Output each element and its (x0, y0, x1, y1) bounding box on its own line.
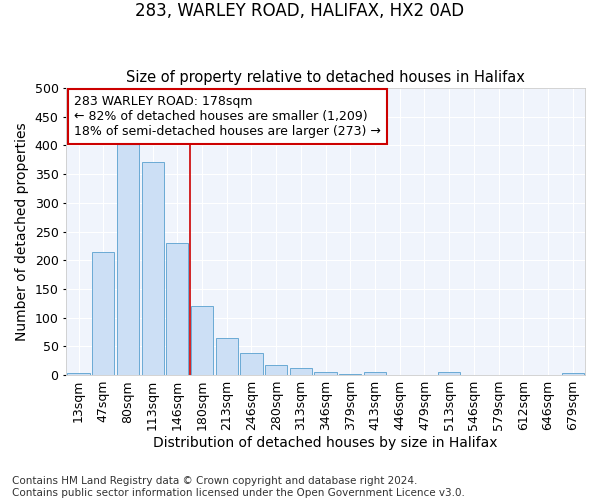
Text: Contains HM Land Registry data © Crown copyright and database right 2024.
Contai: Contains HM Land Registry data © Crown c… (12, 476, 465, 498)
Bar (339, 374, 361, 375)
Bar (413, 374, 436, 375)
Bar (117, 142, 139, 375)
X-axis label: Distribution of detached houses by size in Halifax: Distribution of detached houses by size … (154, 436, 498, 450)
Text: 283, WARLEY ROAD, HALIFAX, HX2 0AD: 283, WARLEY ROAD, HALIFAX, HX2 0AD (136, 2, 464, 21)
Bar (92, 252, 115, 375)
Bar (314, 372, 337, 375)
Title: Size of property relative to detached houses in Halifax: Size of property relative to detached ho… (126, 70, 525, 86)
Bar (241, 354, 263, 375)
Bar (562, 374, 584, 375)
Bar (265, 365, 287, 375)
Bar (290, 368, 312, 375)
Bar (438, 372, 460, 375)
Bar (166, 243, 188, 375)
Bar (389, 374, 411, 375)
Bar (67, 374, 89, 375)
Y-axis label: Number of detached properties: Number of detached properties (15, 122, 29, 341)
Bar (142, 162, 164, 375)
Bar (191, 306, 213, 375)
Text: 283 WARLEY ROAD: 178sqm
← 82% of detached houses are smaller (1,209)
18% of semi: 283 WARLEY ROAD: 178sqm ← 82% of detache… (74, 95, 381, 138)
Bar (463, 374, 485, 375)
Bar (364, 372, 386, 375)
Bar (215, 338, 238, 375)
